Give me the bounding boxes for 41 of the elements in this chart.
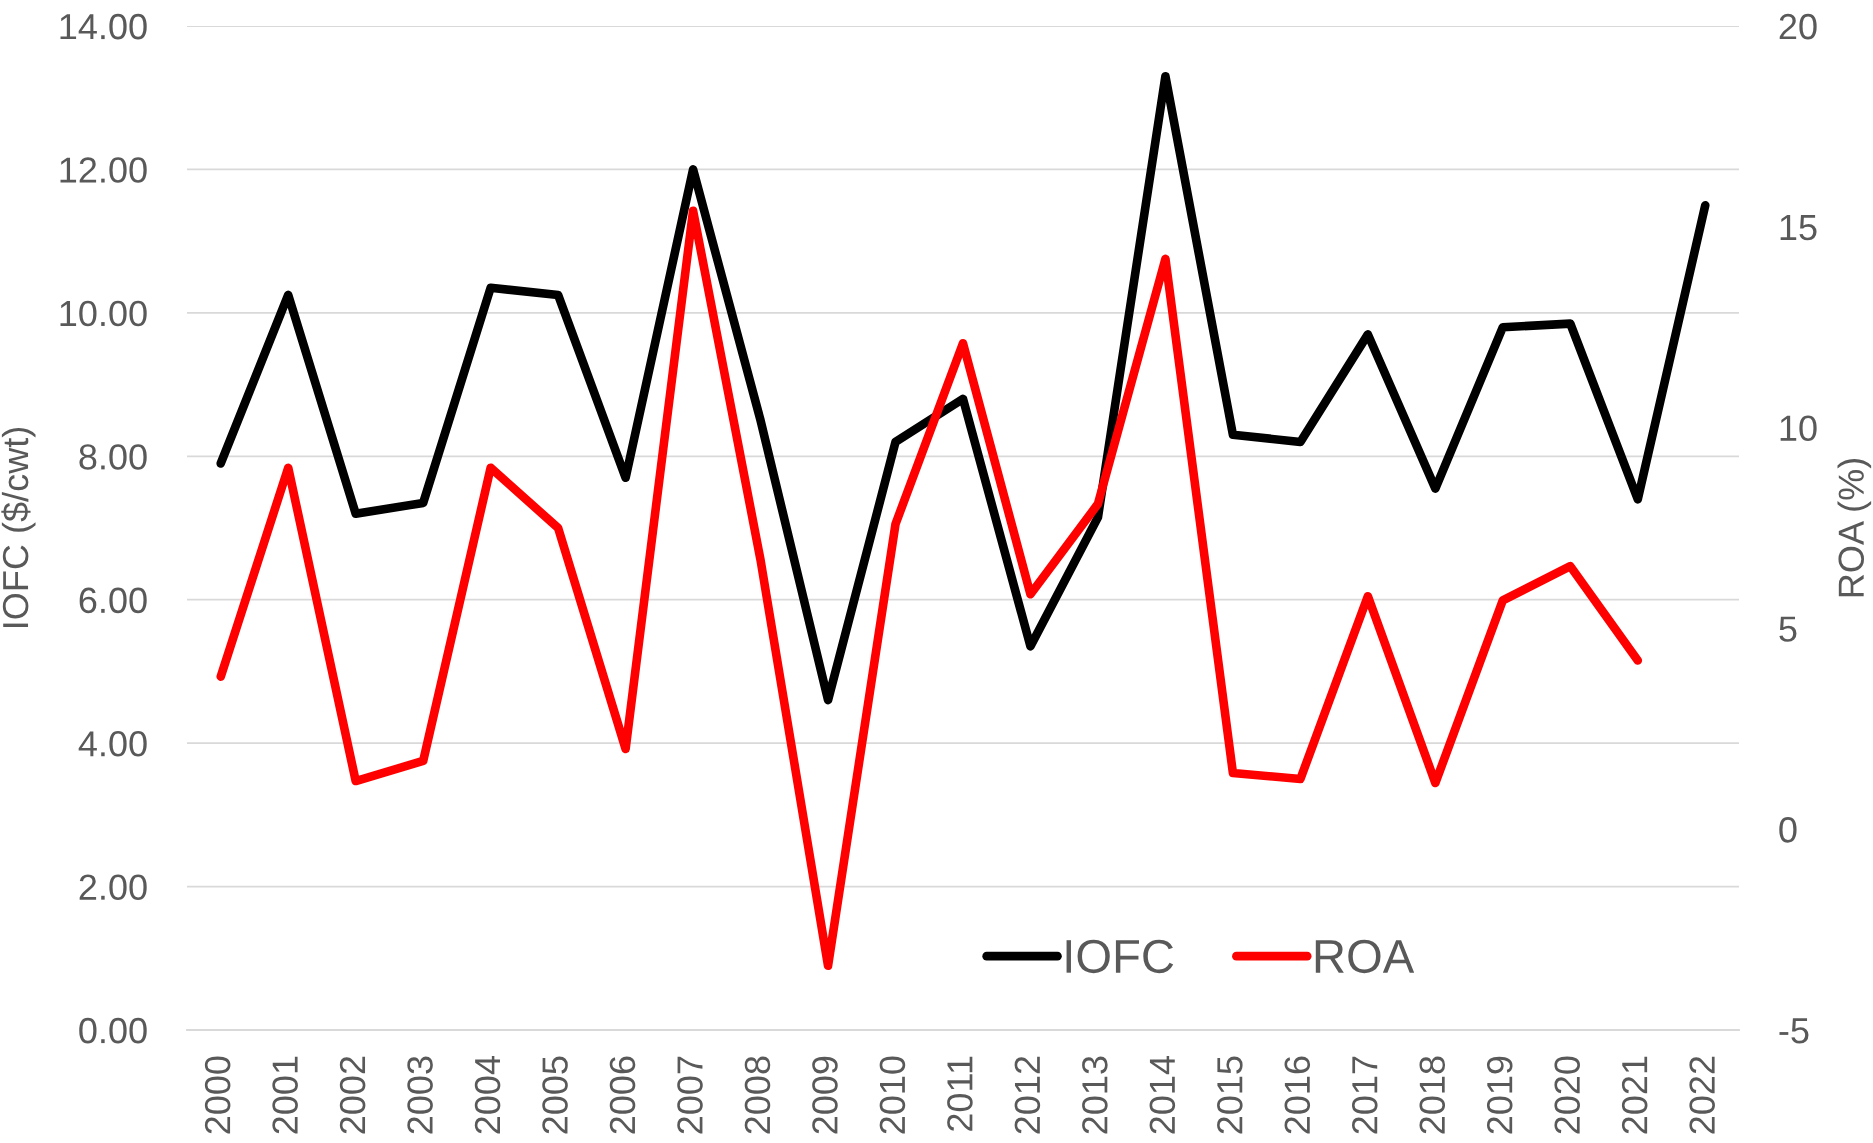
x-tick-label: 2021 xyxy=(1621,1056,1648,1134)
y2-tick-label: 0 xyxy=(1779,817,1797,843)
y-tick-label: 10.00 xyxy=(60,300,147,327)
legend-label: ROA xyxy=(1315,939,1415,974)
x-tick-label: 2002 xyxy=(339,1056,366,1134)
y-tick-label: 4.00 xyxy=(78,731,147,757)
y-tick-label: 14.00 xyxy=(60,13,147,40)
x-tick-label: 2015 xyxy=(1217,1056,1243,1134)
y2-tick-label: -5 xyxy=(1779,1018,1809,1044)
x-tick-label: 2022 xyxy=(1689,1056,1715,1134)
y2-tick-label: 15 xyxy=(1780,215,1817,241)
x-tick-label: 2019 xyxy=(1486,1056,1513,1134)
y2-tick-label: 5 xyxy=(1779,616,1797,642)
x-tick-label: 2003 xyxy=(407,1056,433,1134)
y2-tick-label: 20 xyxy=(1779,13,1817,40)
x-tick-label: 2011 xyxy=(947,1056,973,1131)
x-tick-label: 2014 xyxy=(1149,1056,1176,1134)
x-tick-label: 2007 xyxy=(677,1056,703,1134)
x-tick-label: 2018 xyxy=(1419,1056,1446,1134)
x-tick-label: 2001 xyxy=(272,1056,298,1134)
x-tick-label: 2006 xyxy=(609,1056,636,1134)
y-tick-label: 0.00 xyxy=(79,1017,147,1044)
x-tick-label: 2005 xyxy=(542,1056,568,1134)
y2-axis-title: ROA (%) xyxy=(1837,459,1872,597)
x-tick-label: 2008 xyxy=(744,1056,771,1134)
y-axis-title: IOFC ($/cwt) xyxy=(1,427,36,627)
x-tick-label: 2009 xyxy=(812,1056,838,1134)
y2-tick-label: 10 xyxy=(1780,415,1817,442)
y-tick-label: 12.00 xyxy=(60,157,147,183)
x-tick-label: 2013 xyxy=(1082,1056,1108,1134)
x-tick-label: 2010 xyxy=(879,1056,906,1134)
x-tick-label: 2020 xyxy=(1554,1056,1580,1134)
x-tick-label: 2012 xyxy=(1014,1056,1041,1134)
legend-label: IOFC xyxy=(1066,939,1174,974)
x-tick-label: 2017 xyxy=(1351,1056,1378,1134)
y-tick-label: 6.00 xyxy=(79,587,147,614)
x-tick-label: 2000 xyxy=(204,1056,231,1134)
x-tick-label: 2016 xyxy=(1284,1056,1311,1134)
y-tick-label: 8.00 xyxy=(79,444,147,470)
y-tick-label: 2.00 xyxy=(79,874,147,901)
x-tick-label: 2004 xyxy=(474,1056,501,1134)
